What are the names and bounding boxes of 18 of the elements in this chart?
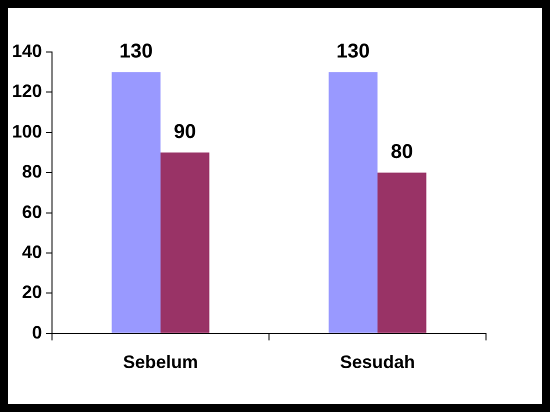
bar <box>112 72 161 333</box>
bar <box>378 172 426 333</box>
y-tick-label: 140 <box>12 40 42 61</box>
x-tick-label: Sebelum <box>123 352 198 372</box>
bar <box>160 152 210 333</box>
y-tick-label: 120 <box>12 81 42 102</box>
bar <box>328 72 378 333</box>
y-tick-label: 80 <box>22 162 42 182</box>
data-label: 80 <box>390 141 414 164</box>
y-tick-label: 20 <box>22 282 42 302</box>
y-tick-label: 0 <box>32 322 42 342</box>
data-label: 130 <box>119 40 153 63</box>
y-tick-label: 60 <box>22 202 42 222</box>
y-tick-label: 100 <box>12 121 42 142</box>
x-tick-label: Sesudah <box>340 352 416 372</box>
data-label: 130 <box>336 40 370 63</box>
y-tick-label: 40 <box>22 242 42 262</box>
data-label: 90 <box>174 121 196 144</box>
